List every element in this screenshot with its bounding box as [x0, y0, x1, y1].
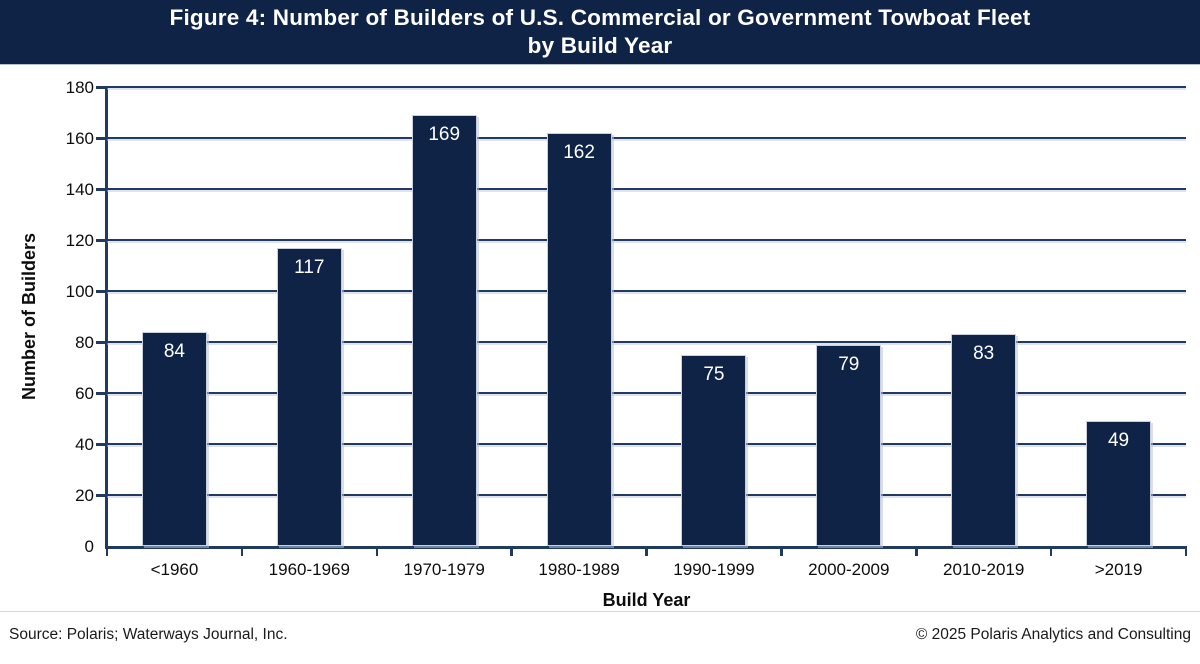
bar-<1960: 84	[141, 331, 207, 546]
y-tick-label-60: 60	[75, 383, 94, 403]
y-tick-mark	[96, 188, 107, 191]
y-tick-mark	[96, 239, 107, 242]
y-tick-mark	[96, 392, 107, 395]
gridline-y-160	[107, 137, 1186, 139]
x-tick-mark	[1184, 546, 1188, 556]
gridline-y-100	[107, 290, 1186, 292]
x-tick-label-<1960: <1960	[150, 560, 199, 579]
y-tick-label-40: 40	[75, 434, 94, 454]
x-tick-label-2000-2009: 2000-2009	[808, 560, 890, 579]
chart-title-line-2: by Build Year	[527, 33, 673, 58]
x-tick-label-1980-1989: 1980-1989	[538, 560, 620, 579]
source-note: Source: Polaris; Waterways Journal, Inc.	[9, 626, 288, 643]
x-tick-mark	[510, 546, 513, 556]
x-tick-mark	[375, 546, 378, 556]
y-tick-mark	[96, 443, 107, 446]
bar-value-label: 79	[838, 353, 860, 375]
y-tick-mark	[96, 341, 107, 344]
bar-1970-1979: 169	[411, 115, 477, 546]
gridline-y-140	[107, 188, 1186, 190]
y-tick-label-80: 80	[75, 332, 94, 352]
bar->2019: 49	[1086, 421, 1152, 546]
gridline-y-20	[107, 494, 1186, 496]
chart-title-band: Figure 4: Number of Builders of U.S. Com…	[0, 0, 1200, 65]
gridline-y-180	[107, 86, 1186, 88]
y-tick-mark	[96, 86, 107, 89]
y-tick-label-160: 160	[65, 128, 94, 148]
y-tick-label-140: 140	[65, 179, 94, 199]
x-tick-mark	[105, 546, 109, 556]
plot-area: 0 20 40 60 80 100 120 140 160 180 84 <1960 117 1960-1…	[66, 79, 1188, 579]
bar-value-label: 84	[163, 340, 185, 362]
y-tick-label-100: 100	[65, 281, 94, 301]
x-axis-title: Build Year	[602, 590, 691, 610]
y-axis-title-text: Number of Builders	[19, 232, 40, 400]
gridline-y-120	[107, 239, 1186, 241]
x-tick-mark	[915, 546, 918, 556]
bar-value-label: 117	[294, 256, 325, 278]
bar-value-label: 83	[973, 343, 995, 365]
footer: Source: Polaris; Waterways Journal, Inc.…	[0, 612, 1200, 664]
gridline-y-40	[107, 443, 1186, 445]
bar-1990-1999: 75	[681, 354, 747, 546]
chart-area: 0 20 40 60 80 100 120 140 160 180 84 <1960 117 1960-1…	[0, 65, 1200, 612]
x-tick-mark	[645, 546, 648, 556]
bar-value-label: 169	[428, 124, 461, 146]
x-tick-label-1960-1969: 1960-1969	[268, 560, 350, 579]
gridline-y-80	[107, 341, 1186, 343]
bar-value-label: 75	[703, 363, 725, 385]
x-tick-label->2019: >2019	[1094, 560, 1143, 579]
y-tick-label-20: 20	[75, 485, 94, 505]
y-tick-label-120: 120	[65, 230, 94, 250]
x-tick-mark	[240, 546, 244, 556]
y-tick-mark	[96, 290, 107, 293]
x-tick-label-2010-2019: 2010-2019	[943, 560, 1025, 579]
gridline-y-60	[107, 392, 1186, 394]
chart-title-line-1: Figure 4: Number of Builders of U.S. Com…	[169, 5, 1031, 30]
y-tick-mark	[96, 494, 107, 497]
x-tick-label-1990-1999: 1990-1999	[673, 560, 755, 579]
bar-1960-1969: 117	[276, 247, 342, 546]
x-tick-mark	[780, 546, 783, 556]
y-tick-label-180: 180	[65, 77, 94, 97]
bar-value-label: 162	[563, 141, 595, 163]
y-tick-label-0: 0	[84, 536, 94, 556]
copyright-note: © 2025 Polaris Analytics and Consulting	[915, 626, 1191, 643]
bar-1980-1989: 162	[546, 132, 612, 546]
y-tick-mark	[96, 137, 107, 140]
bar-2010-2019: 83	[951, 334, 1017, 546]
y-axis-line	[105, 87, 108, 546]
bar-2000-2009: 79	[816, 344, 882, 546]
bar-value-label: 49	[1107, 430, 1130, 452]
x-tick-label-1970-1979: 1970-1979	[403, 560, 485, 579]
x-tick-mark	[1049, 546, 1053, 556]
